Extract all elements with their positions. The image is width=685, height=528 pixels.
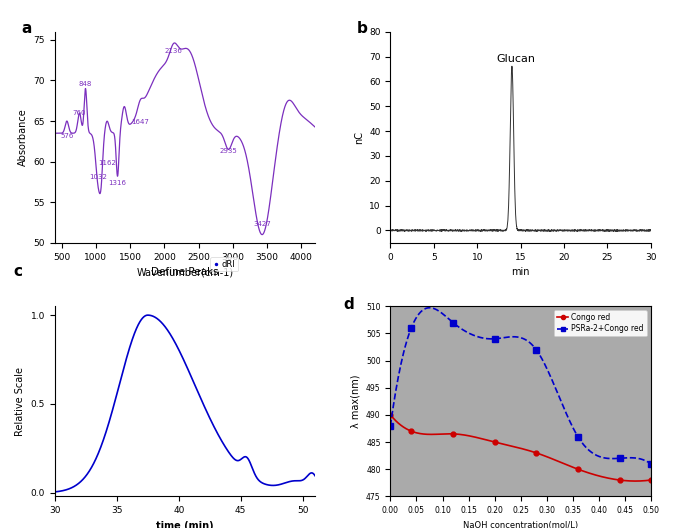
Text: 1032: 1032 bbox=[89, 174, 107, 180]
Text: 2935: 2935 bbox=[220, 147, 237, 154]
X-axis label: time (min): time (min) bbox=[156, 521, 214, 528]
Text: b: b bbox=[357, 21, 367, 36]
Text: 1162: 1162 bbox=[98, 159, 116, 166]
Y-axis label: Relative Scale: Relative Scale bbox=[15, 367, 25, 436]
Text: a: a bbox=[21, 21, 32, 36]
Text: 1647: 1647 bbox=[132, 119, 149, 125]
Text: d: d bbox=[344, 297, 354, 312]
X-axis label: NaOH concentration(mol/L): NaOH concentration(mol/L) bbox=[463, 521, 578, 528]
Text: Define Peaks: Define Peaks bbox=[151, 267, 219, 277]
Text: 576: 576 bbox=[60, 133, 73, 139]
Y-axis label: λ max(nm): λ max(nm) bbox=[351, 374, 360, 428]
Text: 760: 760 bbox=[73, 110, 86, 116]
Legend: Congo red, PSRa-2+Congo red: Congo red, PSRa-2+Congo red bbox=[553, 310, 647, 336]
Text: c: c bbox=[13, 265, 22, 279]
Text: 3427: 3427 bbox=[253, 221, 271, 227]
Text: 2136: 2136 bbox=[165, 49, 183, 54]
Text: Glucan: Glucan bbox=[497, 54, 536, 64]
X-axis label: Wavenumber(cm-1): Wavenumber(cm-1) bbox=[136, 267, 234, 277]
Y-axis label: Absorbance: Absorbance bbox=[18, 108, 28, 166]
X-axis label: min: min bbox=[511, 267, 530, 277]
Y-axis label: nC: nC bbox=[353, 131, 364, 144]
Legend: dRI: dRI bbox=[210, 257, 238, 271]
Text: 848: 848 bbox=[79, 81, 92, 87]
Text: 1316: 1316 bbox=[108, 180, 127, 186]
